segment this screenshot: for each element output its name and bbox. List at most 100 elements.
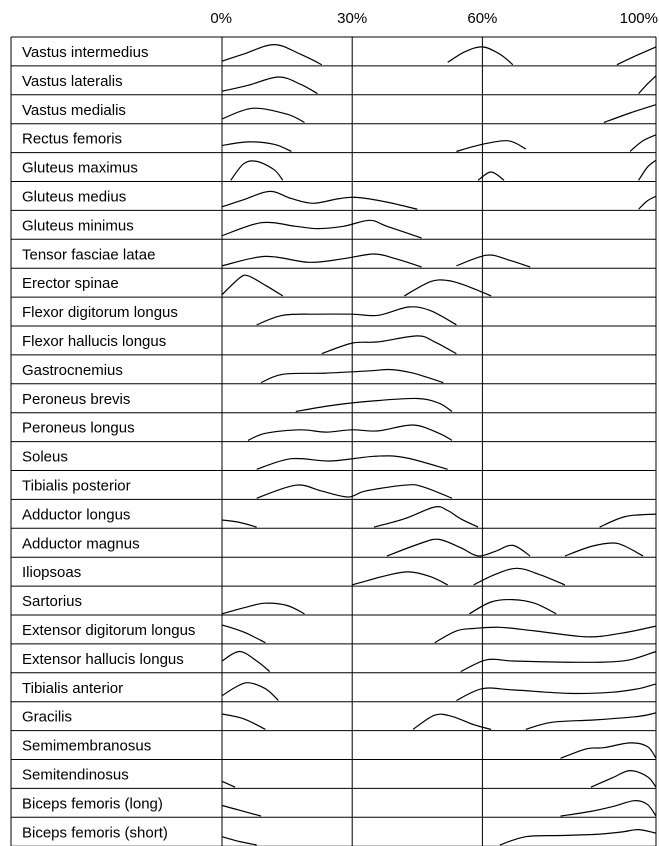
activity-curve <box>256 306 457 326</box>
activity-curve <box>499 828 657 846</box>
activity-curve <box>603 104 657 124</box>
muscle-row: Iliopsoas <box>22 564 566 586</box>
muscle-row: Vastus lateralis <box>22 73 657 95</box>
activity-curve <box>638 159 657 181</box>
activity-curve <box>477 171 505 181</box>
muscle-label: Extensor hallucis longus <box>22 651 184 668</box>
muscle-row: Vastus medialis <box>22 102 657 124</box>
muscle-row: Peroneus longus <box>22 420 453 441</box>
activity-curve <box>525 712 657 730</box>
activity-curve <box>221 682 279 701</box>
activity-curve <box>560 742 657 759</box>
activity-curve <box>460 650 657 673</box>
activity-curve <box>456 683 657 702</box>
muscle-row: Extensor hallucis longus <box>22 650 657 673</box>
muscle-row: Gastrocnemius <box>22 362 444 384</box>
activity-curve <box>230 160 284 181</box>
activity-curve <box>221 107 305 124</box>
muscle-row: Flexor hallucis longus <box>22 333 457 355</box>
activity-curve <box>221 602 305 615</box>
activity-curve <box>469 598 557 615</box>
muscle-row: Tibialis posterior <box>22 478 453 499</box>
activity-curve <box>221 780 236 788</box>
muscle-row: Semitendinosus <box>22 767 657 788</box>
activity-curve <box>629 134 657 152</box>
activity-curve <box>412 713 492 730</box>
activity-curve <box>295 397 453 413</box>
muscle-label: Tibialis posterior <box>22 478 131 495</box>
activity-curve <box>221 519 257 528</box>
muscle-label: Semitendinosus <box>22 767 129 784</box>
muscle-row: Gluteus medius <box>22 189 657 210</box>
muscle-row: Peroneus brevis <box>22 391 453 413</box>
activity-curve <box>564 542 644 557</box>
muscle-label: Rectus femoris <box>22 131 122 148</box>
muscle-label: Adductor longus <box>22 506 130 523</box>
muscle-label: Vastus intermedius <box>22 44 148 61</box>
muscle-label: Sartorius <box>22 593 82 610</box>
muscle-label: Biceps femoris (long) <box>22 795 163 812</box>
activity-curve <box>321 335 457 355</box>
muscle-label: Gluteus maximus <box>22 160 138 177</box>
muscle-label: Vastus lateralis <box>22 73 123 90</box>
activity-curve <box>638 75 657 95</box>
muscle-row: Erector spinae <box>22 274 492 297</box>
activity-curve <box>247 424 453 441</box>
activity-curve <box>221 713 266 730</box>
activity-curve <box>260 368 444 384</box>
muscle-label: Iliopsoas <box>22 564 81 581</box>
activity-curve <box>221 836 257 846</box>
activity-curve <box>456 140 527 152</box>
muscle-row: Adductor magnus <box>22 535 644 557</box>
muscle-rows: Vastus intermedius Vastus lateralis Vastus… <box>22 43 657 846</box>
chart-grid <box>10 36 657 846</box>
activity-curve <box>221 804 262 817</box>
muscle-label: Soleus <box>22 449 68 466</box>
x-tick-label: 60% <box>467 10 497 27</box>
muscle-label: Flexor hallucis longus <box>22 333 166 350</box>
activity-curve <box>221 253 422 268</box>
x-tick-label: 100% <box>620 10 658 27</box>
muscle-row: Biceps femoris (long) <box>22 795 657 817</box>
activity-curve <box>221 650 271 673</box>
activity-curve <box>599 513 657 528</box>
muscle-label: Peroneus longus <box>22 420 135 437</box>
muscle-row: Vastus intermedius <box>22 43 657 66</box>
muscle-label: Erector spinae <box>22 275 119 292</box>
muscle-label: Semimembranosus <box>22 738 151 755</box>
muscle-row: Soleus <box>22 449 448 470</box>
x-tick-label: 0% <box>210 10 232 27</box>
muscle-label: Peroneus brevis <box>22 391 130 408</box>
activity-curve <box>221 219 422 239</box>
muscle-label: Flexor digitorum longus <box>22 304 178 321</box>
activity-curve <box>590 769 657 788</box>
activity-curve <box>404 279 492 297</box>
activity-curve <box>434 625 657 644</box>
muscle-label: Biceps femoris (short) <box>22 824 168 841</box>
muscle-label: Gracilis <box>22 709 72 726</box>
activity-curve <box>638 195 657 210</box>
muscle-row: Semimembranosus <box>22 738 657 759</box>
muscle-label: Extensor digitorum longus <box>22 622 195 639</box>
activity-curve <box>221 190 418 210</box>
muscle-row: Sartorius <box>22 593 557 615</box>
muscle-row: Flexor digitorum longus <box>22 304 457 326</box>
x-tick-labels: 0% 30% 60% 100% <box>210 10 658 27</box>
activity-curve <box>560 800 657 817</box>
muscle-label: Tibialis anterior <box>22 680 123 697</box>
activity-curve <box>221 624 266 644</box>
muscle-row: Tensor fasciae latae <box>22 246 531 268</box>
muscle-row: Extensor digitorum longus <box>22 622 657 644</box>
muscle-row: Biceps femoris (short) <box>22 824 657 846</box>
activity-curve <box>256 484 453 499</box>
muscle-row: Tibialis anterior <box>22 680 657 702</box>
activity-curve <box>221 274 284 297</box>
activity-curve <box>221 76 318 95</box>
muscle-label: Gluteus minimus <box>22 217 134 234</box>
activity-curve <box>373 506 479 528</box>
activity-curve <box>447 46 514 66</box>
muscle-row: Gluteus maximus <box>22 159 657 181</box>
activity-curve <box>386 538 531 557</box>
activity-curve <box>616 46 657 66</box>
